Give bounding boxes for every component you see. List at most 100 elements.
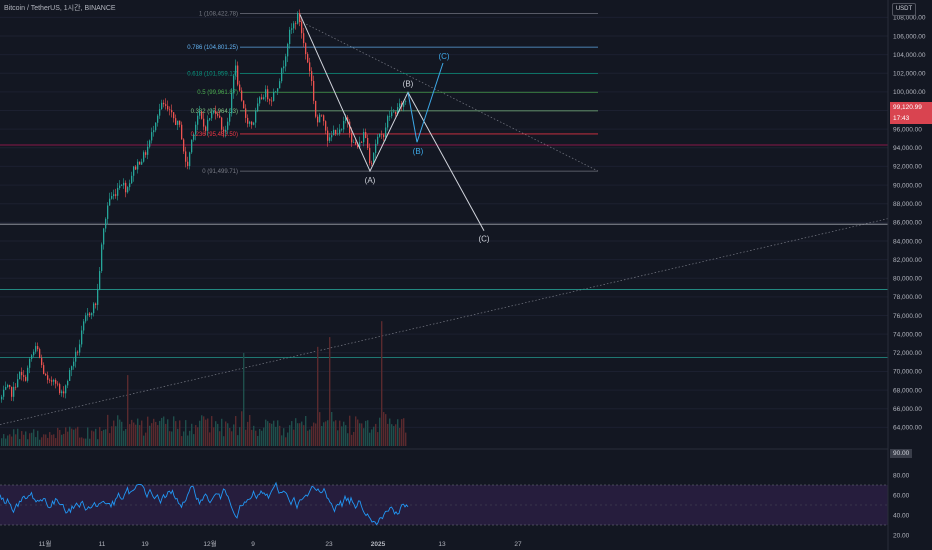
candle (393, 111, 395, 113)
candle (135, 166, 137, 170)
candle (389, 116, 391, 117)
candle (71, 366, 73, 371)
volume-bar (31, 432, 33, 446)
volume-bar (359, 423, 361, 446)
currency-button[interactable]: USDT (892, 3, 916, 16)
volume-bar (345, 425, 347, 446)
volume-bar (319, 412, 321, 446)
volume-bar (175, 421, 177, 446)
wave-label-a: (A) (365, 176, 376, 185)
volume-bar (299, 423, 301, 446)
volume-bar (301, 421, 303, 446)
candle (9, 384, 11, 387)
volume-bar (107, 414, 109, 446)
candle (317, 116, 319, 123)
candle (177, 120, 179, 125)
candle (207, 119, 209, 131)
candle (47, 375, 49, 380)
volume-bar (111, 426, 113, 446)
candle (151, 132, 153, 141)
volume-bar (173, 416, 175, 446)
volume-bar (367, 420, 369, 446)
volume-bar (215, 421, 217, 446)
candle (39, 349, 41, 358)
candle (211, 112, 213, 119)
volume-bar (185, 420, 187, 446)
volume-bar (347, 433, 349, 446)
price-axis-label: 84,000.00 (893, 238, 922, 245)
price-axis-label: 102,000.00 (893, 71, 926, 78)
volume-bar (65, 427, 67, 446)
fib-level-label: 0 (91,499.71) (202, 169, 238, 175)
candle (101, 244, 103, 272)
volume-bar (97, 439, 99, 446)
volume-bar (37, 430, 39, 446)
price-axis-label: 74,000.00 (893, 331, 922, 338)
volume-bar (171, 431, 173, 446)
candle (113, 194, 115, 197)
candle (349, 121, 351, 133)
volume-bar (179, 420, 181, 446)
candle (243, 100, 245, 109)
volume-bar (85, 438, 87, 446)
volume-bar (151, 423, 153, 446)
candle (231, 92, 233, 114)
candle (131, 175, 133, 184)
price-axis-label: 66,000.00 (893, 406, 922, 413)
volume-bar (281, 435, 283, 446)
volume-bar (313, 422, 315, 446)
volume-bar (9, 434, 11, 446)
volume-bar (209, 432, 211, 446)
volume-bar (159, 420, 161, 446)
symbol-title[interactable]: Bitcoin / TetherUS, 1시간, BINANCE (4, 5, 116, 12)
volume-bar (397, 419, 399, 446)
candle (95, 303, 97, 305)
time-axis-label: 2025 (371, 541, 386, 548)
candle (375, 143, 377, 153)
candle (221, 117, 223, 130)
volume-bar (377, 432, 379, 446)
candle (185, 151, 187, 162)
candle (91, 313, 93, 316)
candle (355, 141, 357, 145)
candle (57, 383, 59, 385)
candle (165, 104, 167, 106)
volume-bar (357, 419, 359, 446)
volume-bar (255, 430, 257, 446)
volume-bar (51, 434, 53, 446)
candle (199, 111, 201, 116)
candle (21, 372, 23, 376)
candle (85, 315, 87, 322)
candle (315, 100, 317, 117)
volume-bar (317, 346, 319, 446)
volume-bar (341, 426, 343, 446)
volume-bar (95, 428, 97, 446)
candle (273, 91, 275, 101)
volume-bar (305, 415, 307, 446)
volume-bar (303, 425, 305, 446)
candle (59, 384, 61, 394)
candle (37, 346, 39, 350)
fib-level-label: 1 (108,422.78) (199, 11, 238, 17)
volume-bar (153, 418, 155, 446)
volume-bar (217, 423, 219, 446)
volume-bar (219, 431, 221, 446)
volume-bar (285, 437, 287, 446)
price-axis-label: 82,000.00 (893, 257, 922, 264)
volume-bar (321, 426, 323, 446)
candle (353, 141, 355, 143)
candle (161, 102, 163, 110)
volume-bar (125, 429, 127, 446)
volume-bar (3, 434, 5, 446)
candle (279, 81, 281, 89)
candle (371, 163, 373, 164)
volume-bar (93, 431, 95, 446)
time-axis-label: 11 (99, 541, 106, 548)
volume-bar (229, 427, 231, 446)
volume-bar (401, 419, 403, 446)
volume-bar (361, 423, 363, 446)
volume-bar (127, 375, 129, 446)
candle (219, 115, 221, 118)
candle (43, 365, 45, 374)
